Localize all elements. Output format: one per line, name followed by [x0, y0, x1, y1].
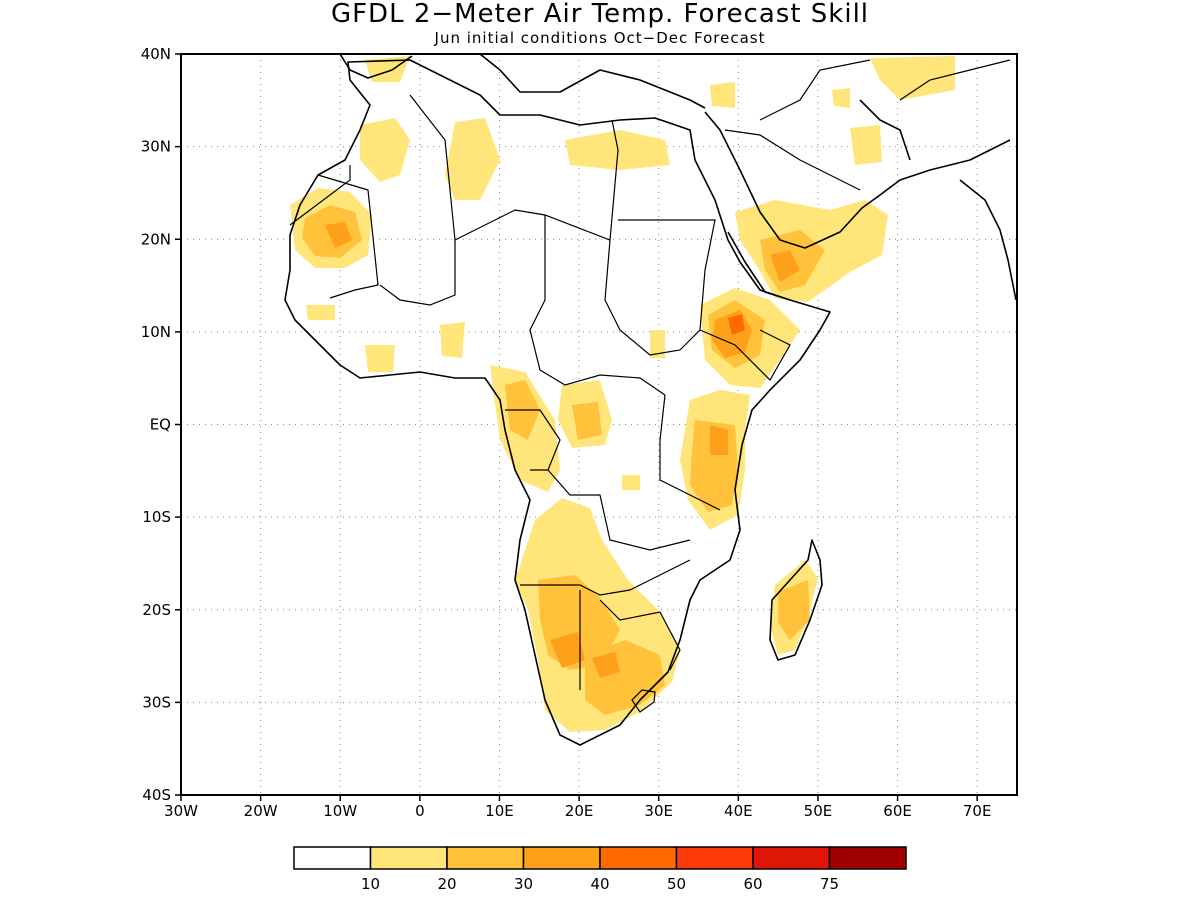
lon-label: 40E — [724, 802, 753, 820]
lat-label: 30N — [141, 138, 171, 156]
legend-swatch — [446, 846, 525, 870]
lat-label: 20S — [142, 601, 171, 619]
lat-label: 10N — [141, 323, 171, 341]
legend-swatch — [752, 846, 831, 870]
legend-label: 10 — [361, 875, 380, 893]
lon-label: 30E — [644, 802, 673, 820]
legend-swatch — [293, 846, 372, 870]
lon-label: 50E — [804, 802, 833, 820]
skill-shading-40-50 — [728, 314, 745, 335]
longitude-labels: 30W 20W 10W 0 10E 20E 30E 40E 50E 60E 70E — [164, 795, 991, 820]
latitude-labels: 40N 30N 20N 10N EQ 10S 20S 30S 40S — [141, 45, 181, 804]
lon-label: 60E — [883, 802, 912, 820]
legend-swatch — [369, 846, 448, 870]
legend-label: 60 — [743, 875, 762, 893]
lon-label: 10E — [485, 802, 514, 820]
color-legend: 10 20 30 40 50 60 75 — [293, 846, 907, 893]
lon-label: 20E — [565, 802, 594, 820]
lat-label: 30S — [142, 693, 171, 711]
map-area — [284, 54, 1017, 746]
legend-label: 30 — [514, 875, 533, 893]
legend-label: 40 — [590, 875, 609, 893]
lat-label: EQ — [150, 416, 171, 434]
lon-label: 0 — [415, 802, 425, 820]
lon-label: 10W — [323, 802, 357, 820]
legend-label: 50 — [667, 875, 686, 893]
legend-label: 75 — [820, 875, 839, 893]
skill-shading-10-20 — [290, 56, 955, 732]
lon-label: 70E — [963, 802, 992, 820]
legend-swatch — [675, 846, 754, 870]
lon-label: 20W — [244, 802, 278, 820]
coastlines — [284, 54, 1017, 746]
lat-label: 40S — [142, 786, 171, 804]
lat-label: 10S — [142, 508, 171, 526]
legend-label: 20 — [437, 875, 456, 893]
lat-label: 20N — [141, 230, 171, 248]
legend-swatch — [828, 846, 907, 870]
legend-swatch — [522, 846, 601, 870]
lon-label: 30W — [164, 802, 198, 820]
map-title: GFDL 2−Meter Air Temp. Forecast Skill — [331, 0, 869, 29]
map-subtitle: Jun initial conditions Oct−Dec Forecast — [434, 29, 766, 47]
country-borders — [289, 59, 1011, 713]
lat-label: 40N — [141, 45, 171, 63]
legend-swatch — [599, 846, 678, 870]
